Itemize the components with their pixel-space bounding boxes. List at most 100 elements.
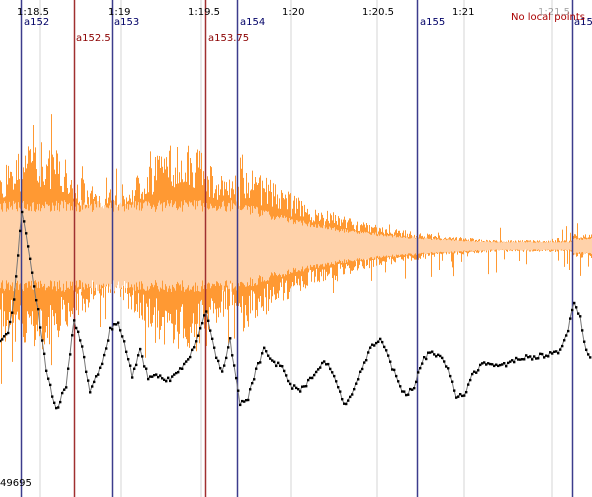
curve-point — [483, 361, 486, 364]
curve-point — [29, 257, 32, 260]
curve-point — [355, 382, 358, 385]
curve-point — [401, 390, 404, 393]
curve-point — [451, 380, 454, 383]
curve-point — [557, 352, 560, 355]
marker-label-a152-5[interactable]: a152.5 — [76, 33, 111, 44]
curve-point — [267, 354, 270, 357]
curve-point — [543, 356, 546, 359]
curve-point — [563, 339, 566, 342]
curve-point — [371, 343, 374, 346]
curve-point — [81, 345, 84, 348]
curve-point — [485, 363, 488, 366]
curve-point — [335, 380, 338, 383]
curve-point — [403, 390, 406, 393]
curve-point — [515, 356, 518, 360]
marker-label-a156[interactable]: a156 — [574, 17, 592, 28]
curve-point — [263, 346, 266, 349]
curve-point — [187, 358, 190, 361]
curve-point — [509, 360, 512, 363]
curve-point — [253, 378, 256, 381]
curve-point — [567, 329, 570, 333]
curve-point — [17, 254, 20, 257]
curve-point — [507, 361, 510, 365]
curve-point — [23, 220, 26, 223]
curve-point — [283, 369, 286, 373]
marker-label-a152[interactable]: a152 — [24, 17, 50, 28]
curve-point — [87, 379, 90, 382]
curve-point — [327, 362, 330, 366]
curve-point — [95, 375, 98, 378]
curve-point — [201, 322, 204, 325]
curve-point — [169, 379, 172, 383]
curve-point — [475, 371, 478, 374]
curve-point — [229, 337, 232, 340]
curve-point — [273, 360, 276, 363]
curve-point — [149, 375, 152, 378]
curve-point — [219, 367, 222, 370]
curve-point — [367, 351, 370, 354]
curve-point — [233, 364, 236, 367]
curve-point — [535, 357, 538, 360]
curve-point — [359, 370, 362, 373]
curve-point — [157, 376, 160, 379]
curve-point — [123, 340, 126, 343]
curve-point — [417, 371, 420, 374]
curve-point — [213, 346, 216, 349]
curve-point — [135, 363, 138, 367]
curve-point — [555, 350, 558, 353]
marker-label-a153-75[interactable]: a153.75 — [208, 33, 250, 44]
curve-point — [431, 350, 434, 353]
curve-point — [541, 352, 544, 356]
time-label-2: 1:19 — [108, 7, 131, 18]
curve-point — [295, 386, 298, 390]
curve-point — [409, 387, 412, 391]
curve-point — [585, 348, 588, 351]
marker-label-a155[interactable]: a155 — [420, 17, 446, 28]
curve-point — [107, 339, 110, 342]
curve-point — [471, 372, 474, 376]
curve-point — [221, 370, 224, 373]
curve-point — [513, 360, 516, 364]
curve-point — [501, 363, 504, 366]
curve-point — [427, 351, 430, 354]
curve-point — [89, 391, 92, 394]
time-label-1: 1:18.5 — [17, 7, 49, 18]
curve-point — [369, 346, 372, 349]
curve-point — [489, 362, 492, 366]
curve-point — [15, 275, 18, 278]
curve-point — [245, 399, 248, 402]
curve-point — [235, 376, 238, 380]
curve-point — [433, 353, 436, 356]
curve-point — [257, 362, 260, 365]
curve-point — [143, 365, 146, 368]
curve-point — [453, 389, 456, 392]
curve-point — [423, 356, 426, 359]
curve-point — [171, 375, 174, 378]
time-label-4: 1:20 — [282, 7, 305, 18]
marker-label-a154[interactable]: a154 — [240, 17, 266, 28]
curve-point — [391, 368, 394, 371]
time-label-6: 1:21 — [452, 7, 475, 18]
curve-point — [497, 364, 500, 368]
curve-point — [0, 339, 2, 343]
curve-point — [381, 340, 384, 344]
curve-point — [239, 403, 242, 407]
curve-point — [145, 367, 148, 370]
curve-point — [181, 367, 184, 370]
curve-point — [45, 369, 48, 372]
curve-point — [383, 345, 386, 349]
curve-point — [203, 314, 206, 317]
curve-point — [183, 362, 186, 366]
marker-label-a153[interactable]: a153 — [114, 17, 140, 28]
curve-point — [559, 348, 562, 351]
curve-point — [389, 360, 392, 363]
curve-point — [325, 363, 328, 366]
time-label-3: 1:19.5 — [188, 7, 220, 18]
curve-point — [125, 350, 128, 353]
curve-point — [551, 352, 554, 355]
curve-point — [487, 362, 490, 365]
curve-point — [207, 319, 210, 322]
curve-point — [537, 357, 540, 360]
